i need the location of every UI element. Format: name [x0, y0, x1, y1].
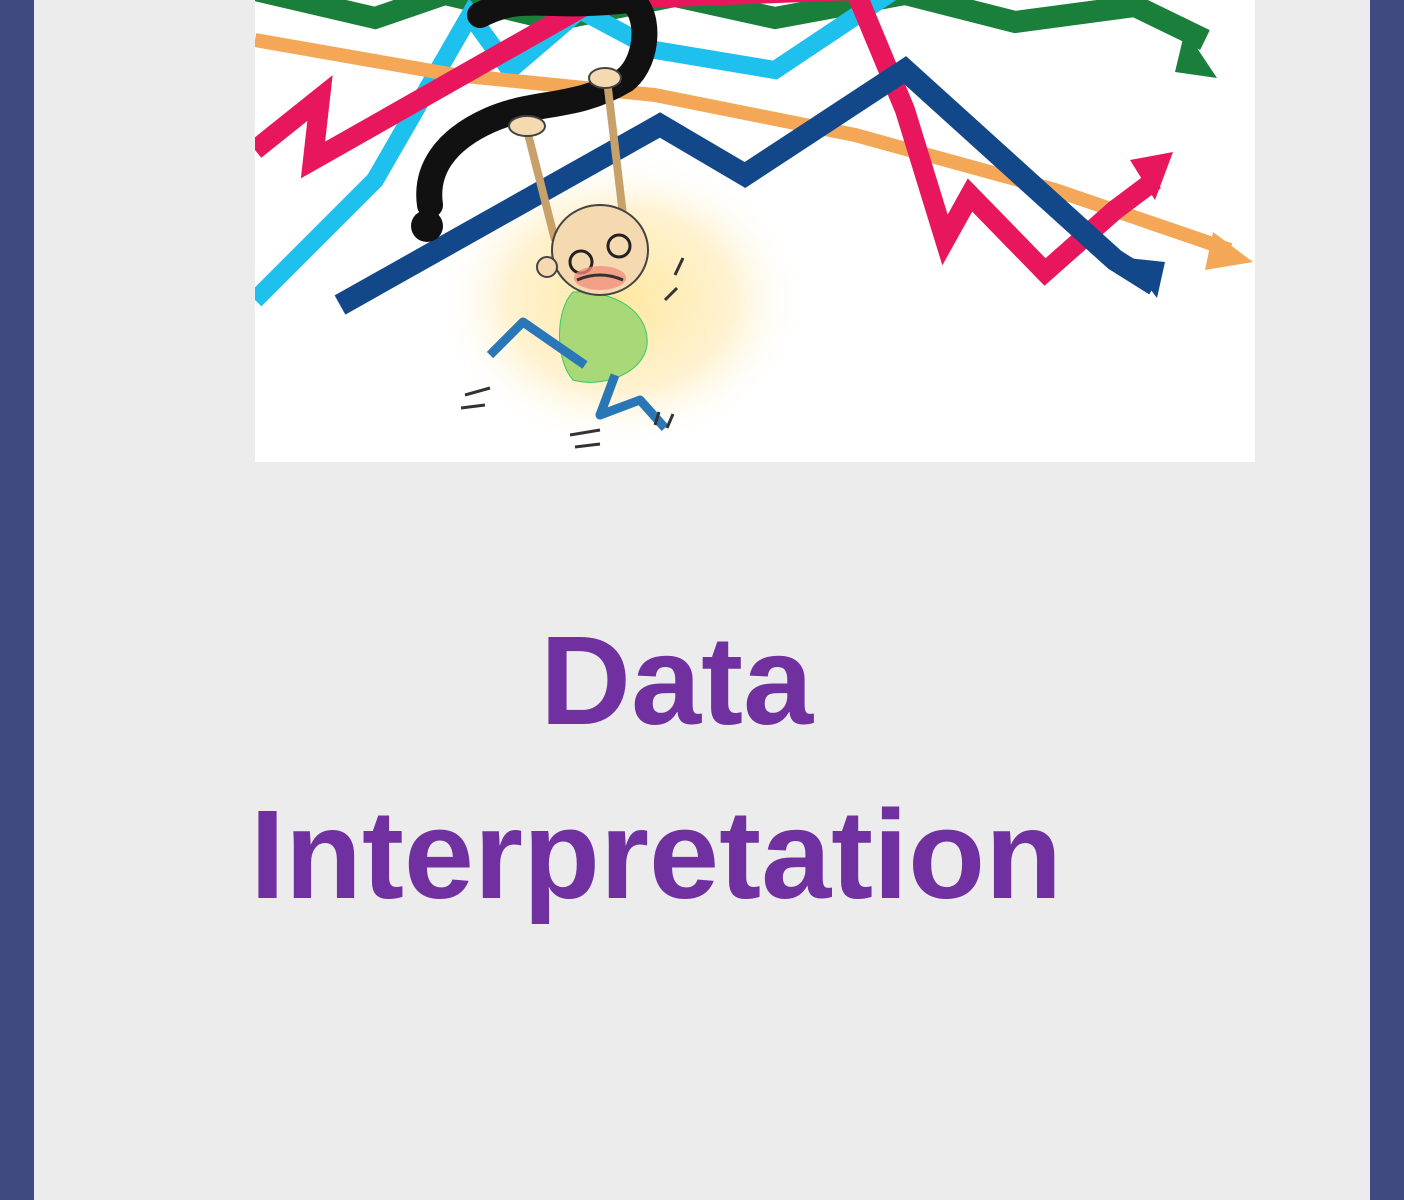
- orange-trend-line: [255, 33, 1233, 257]
- cyan-trend-line: [255, 0, 897, 307]
- navy-arrowhead: [1127, 258, 1165, 298]
- navy-trend-line: [334, 56, 1161, 315]
- cover-title-line-1: Data: [540, 610, 814, 751]
- cartoon-chart-illustration: [255, 0, 1255, 462]
- pink-trend-line: [255, 0, 1161, 286]
- question-mark-dot: [411, 210, 443, 242]
- cover-page: Data Interpretation: [34, 0, 1370, 1200]
- glow-shape: [435, 150, 805, 450]
- question-mark-hook: [416, 0, 658, 218]
- orange-arrowhead: [1205, 232, 1253, 270]
- green-trend-line: [255, 0, 1210, 50]
- cover-title-line-2: Interpretation: [250, 784, 1063, 925]
- green-arrowhead: [1175, 30, 1217, 78]
- pink-arrowhead: [1130, 152, 1173, 200]
